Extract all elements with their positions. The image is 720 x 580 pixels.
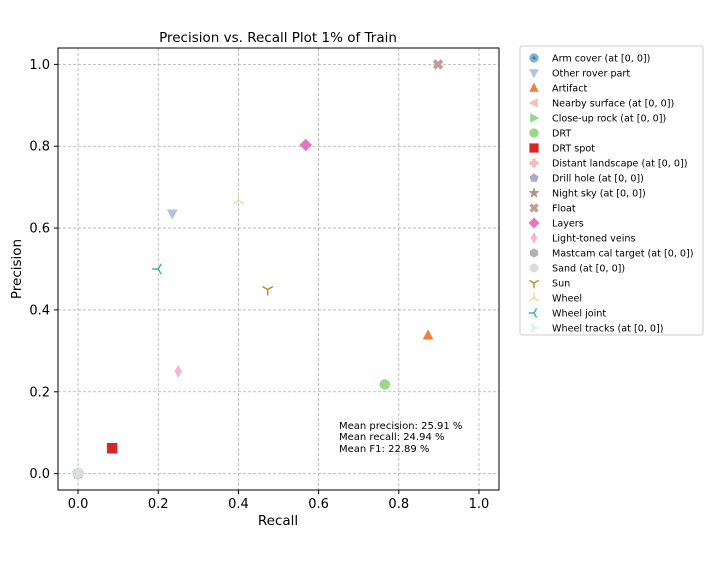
x-tick-label: 0.8 xyxy=(388,497,409,512)
legend-entry-night-sky: Night sky (at [0, 0]) xyxy=(528,186,646,200)
point-drt xyxy=(379,379,390,390)
legend-entry-layers: Layers xyxy=(528,217,584,230)
point-artifact xyxy=(422,329,434,340)
legend-entry-drill-hole: Drill hole (at [0, 0]) xyxy=(529,173,644,185)
legend-entry-wheel-joint: Wheel joint xyxy=(528,308,606,320)
legend-marker-night-sky xyxy=(528,186,540,198)
point-drt-spot xyxy=(106,443,118,454)
legend-label: Distant landscape (at [0, 0]) xyxy=(552,159,687,170)
x-axis-label: Recall xyxy=(258,513,298,529)
legend-label: Sun xyxy=(552,279,570,290)
legend-marker-wheel xyxy=(529,292,539,302)
x-tick-label: 0.6 xyxy=(308,497,329,512)
point-light-toned-veins xyxy=(174,364,183,379)
x-tick-label: 1.0 xyxy=(469,497,490,512)
legend-entry-float: Float xyxy=(529,203,576,215)
point-layers xyxy=(299,138,313,152)
point-wheel-joint xyxy=(152,263,162,275)
legend-entry-sun: Sun xyxy=(529,279,570,290)
legend-marker-nearby-surface xyxy=(528,98,538,108)
legend-entry-nearby-surface: Nearby surface (at [0, 0]) xyxy=(528,98,674,110)
legend-label: DRT spot xyxy=(552,144,595,155)
tick-layer: 0.0 0.2 0.4 0.6 0.8 1.0 0.0 0.2 0.4 0.6 0.8 1.0 xyxy=(29,58,489,512)
legend-entry-light-toned-veins: Light-toned veins xyxy=(530,231,635,245)
legend-entry-arm-cover: Arm cover (at [0, 0]) xyxy=(529,53,650,65)
legend-marker-distant-landscape xyxy=(529,158,539,168)
legend-label: Other rover part xyxy=(552,69,630,80)
legend-entry-artifact: Artifact xyxy=(529,82,587,95)
legend-label: Mastcam cal target (at [0, 0]) xyxy=(552,249,694,260)
legend-marker-sun xyxy=(529,279,539,289)
legend-label: Arm cover (at [0, 0]) xyxy=(552,54,650,65)
legend-label: DRT xyxy=(552,129,571,140)
legend-label: Drill hole (at [0, 0]) xyxy=(552,174,644,185)
legend-entry-drt-spot: DRT spot xyxy=(529,143,595,155)
legend-marker-wheel-tracks xyxy=(530,323,540,333)
legend-marker-drill-hole xyxy=(529,173,539,182)
legend-label: Nearby surface (at [0, 0]) xyxy=(552,99,674,110)
legend-entry-drt: DRT xyxy=(529,128,571,140)
point-sun xyxy=(262,285,274,296)
mean-f1-text: Mean F1: 22.89 % xyxy=(339,444,429,455)
legend-marker-drt-spot xyxy=(529,143,539,153)
legend-entry-distant-landscape: Distant landscape (at [0, 0]) xyxy=(529,158,687,170)
legend-label: Artifact xyxy=(552,84,587,95)
legend-entry-wheel-tracks: Wheel tracks (at [0, 0]) xyxy=(530,323,664,335)
legend-marker-arm-cover xyxy=(529,53,539,63)
point-wheel-tracks xyxy=(74,468,85,480)
stats-annotation: Mean precision: 25.91 % Mean recall: 24.… xyxy=(339,421,462,455)
legend-label: Float xyxy=(552,204,576,215)
legend-marker-light-toned-veins xyxy=(530,231,538,245)
legend-marker-layers xyxy=(528,217,540,229)
legend-marker-sand xyxy=(529,263,539,273)
point-float xyxy=(432,59,444,70)
y-tick-label: 0.0 xyxy=(29,467,50,482)
legend-marker-artifact xyxy=(529,82,539,92)
y-tick-label: 0.8 xyxy=(29,140,50,155)
legend-marker-float xyxy=(529,203,539,213)
mark-layer xyxy=(71,59,444,480)
point-other-rover-part xyxy=(166,209,178,220)
x-tick-label: 0.4 xyxy=(228,497,249,512)
legend-label: Light-toned veins xyxy=(552,234,635,245)
legend-entry-mastcam-cal-target: Mastcam cal target (at [0, 0]) xyxy=(529,248,694,260)
legend-label: Wheel joint xyxy=(552,309,606,320)
legend-marker-wheel-joint xyxy=(528,308,538,318)
legend-label: Sand (at [0, 0]) xyxy=(552,264,625,275)
y-tick-label: 0.2 xyxy=(29,385,50,400)
legend: Arm cover (at [0, 0]) Other rover part Art… xyxy=(519,45,704,336)
point-wheel xyxy=(232,194,244,205)
legend-label: Close-up rock (at [0, 0]) xyxy=(552,114,666,125)
plot-area-frame xyxy=(57,47,500,491)
y-tick-label: 0.4 xyxy=(29,303,50,318)
legend-entry-wheel: Wheel xyxy=(529,292,582,305)
legend-label: Layers xyxy=(552,219,584,230)
y-tick-label: 0.6 xyxy=(29,222,50,237)
legend-frame xyxy=(519,45,704,336)
y-tick-label: 1.0 xyxy=(29,58,50,73)
chart-title: Precision vs. Recall Plot 1% of Train xyxy=(159,30,397,46)
legend-marker-mastcam-cal-target xyxy=(529,248,539,258)
legend-entry-other-rover-part: Other rover part xyxy=(529,69,630,80)
legend-entry-close-up-rock: Close-up rock (at [0, 0]) xyxy=(530,113,666,125)
legend-label: Wheel xyxy=(552,294,582,305)
y-axis-label: Precision xyxy=(9,239,25,299)
mean-recall-text: Mean recall: 24.94 % xyxy=(339,432,445,443)
legend-marker-drt xyxy=(529,128,539,138)
legend-label: Wheel tracks (at [0, 0]) xyxy=(552,324,664,335)
legend-marker-close-up-rock xyxy=(530,113,540,123)
x-tick-label: 0.0 xyxy=(68,497,89,512)
legend-entry-sand: Sand (at [0, 0]) xyxy=(529,263,625,275)
mean-precision-text: Mean precision: 25.91 % xyxy=(339,421,462,432)
x-tick-label: 0.2 xyxy=(148,497,169,512)
legend-label: Night sky (at [0, 0]) xyxy=(552,189,646,200)
legend-marker-other-rover-part xyxy=(529,69,539,79)
